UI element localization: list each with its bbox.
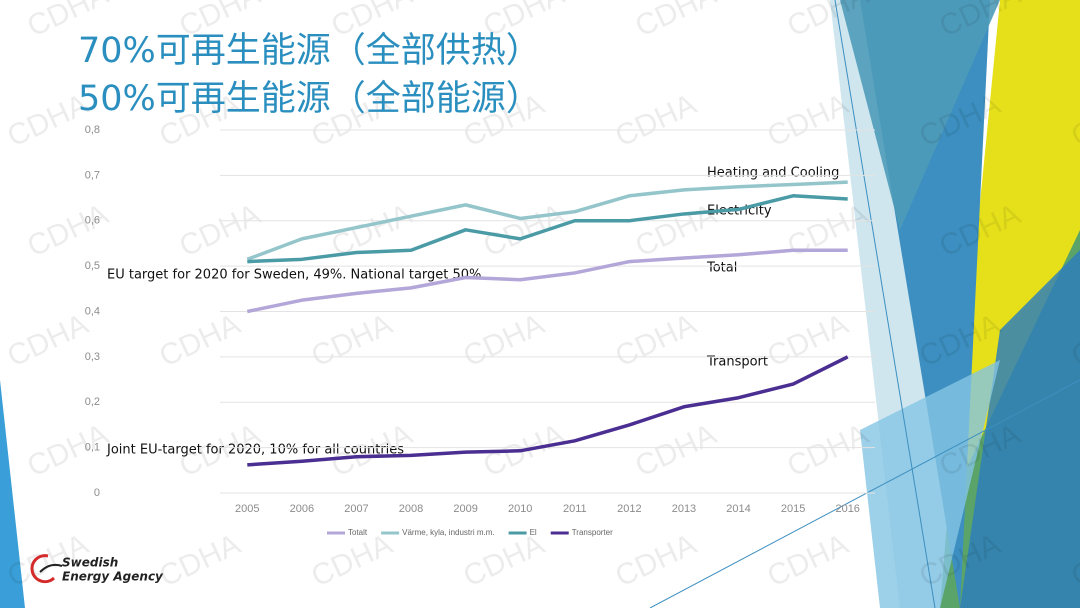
- watermark: CDHA: [610, 308, 701, 374]
- x-tick-label: 2009: [453, 503, 477, 515]
- y-tick-label: 0,8: [85, 124, 100, 136]
- y-tick-label: 0,1: [85, 442, 100, 454]
- watermark: CDHA: [306, 308, 397, 374]
- legend-label: Värme, kyla, industri m.m.: [402, 528, 494, 537]
- watermark: CDHA: [154, 308, 245, 374]
- annotation: Electricity: [707, 204, 772, 219]
- y-tick-label: 0,4: [85, 305, 100, 317]
- x-tick-label: 2013: [672, 503, 696, 515]
- x-tick-label: 2005: [235, 503, 259, 515]
- watermark: CDHA: [22, 198, 113, 264]
- y-tick-label: 0,5: [85, 260, 100, 272]
- logo-text: Energy Agency: [62, 570, 164, 584]
- x-tick-label: 2015: [781, 503, 805, 515]
- y-tick-label: 0,7: [85, 169, 100, 181]
- x-tick-label: 2006: [290, 503, 314, 515]
- legend-label: Totalt: [348, 528, 368, 537]
- y-tick-label: 0,2: [85, 396, 100, 408]
- watermark: CDHA: [2, 308, 93, 374]
- watermark: CDHA: [762, 528, 853, 594]
- watermark: CDHA: [478, 198, 569, 264]
- watermark: CDHA: [630, 0, 721, 44]
- annotation: Transport: [706, 355, 768, 370]
- legend-label: Transporter: [572, 528, 613, 537]
- annotation: Total: [706, 261, 737, 276]
- logo-text: Swedish: [62, 556, 118, 570]
- x-tick-label: 2008: [399, 503, 423, 515]
- series-line: [246, 248, 848, 314]
- x-tick-label: 2010: [508, 503, 532, 515]
- x-tick-label: 2012: [617, 503, 641, 515]
- watermark: CDHA: [458, 308, 549, 374]
- x-tick-label: 2011: [563, 503, 587, 515]
- annotation: EU target for 2020 for Sweden, 49%. Nati…: [107, 268, 481, 283]
- logo: Swedish Energy Agency: [30, 554, 164, 584]
- watermark: CDHA: [610, 88, 701, 154]
- watermark: CDHA: [458, 528, 549, 594]
- x-tick-label: 2016: [835, 503, 859, 515]
- annotation: Joint EU-target for 2020, 10% for all co…: [106, 443, 404, 458]
- watermark: CDHA: [782, 418, 873, 484]
- y-tick-label: 0,6: [85, 215, 100, 227]
- legend-label: El: [530, 528, 537, 537]
- watermark: CDHA: [630, 418, 721, 484]
- watermark: CDHA: [306, 528, 397, 594]
- series-line: [246, 180, 848, 261]
- series-line: [247, 355, 849, 467]
- title-line: 50%可再生能源（全部能源）: [78, 79, 541, 119]
- y-tick-label: 0,3: [85, 351, 100, 363]
- watermark: CDHA: [154, 528, 245, 594]
- watermark: CDHA: [762, 88, 853, 154]
- watermark: CDHA: [762, 308, 853, 374]
- watermark: CDHA: [174, 198, 265, 264]
- title-line: 70%可再生能源（全部供热）: [78, 31, 541, 71]
- series-line: [247, 194, 848, 264]
- annotation: Heating and Cooling: [707, 166, 839, 181]
- y-tick-label: 0: [94, 487, 100, 499]
- watermark: CDHA: [610, 528, 701, 594]
- x-tick-label: 2007: [344, 503, 368, 515]
- x-tick-label: 2014: [726, 503, 750, 515]
